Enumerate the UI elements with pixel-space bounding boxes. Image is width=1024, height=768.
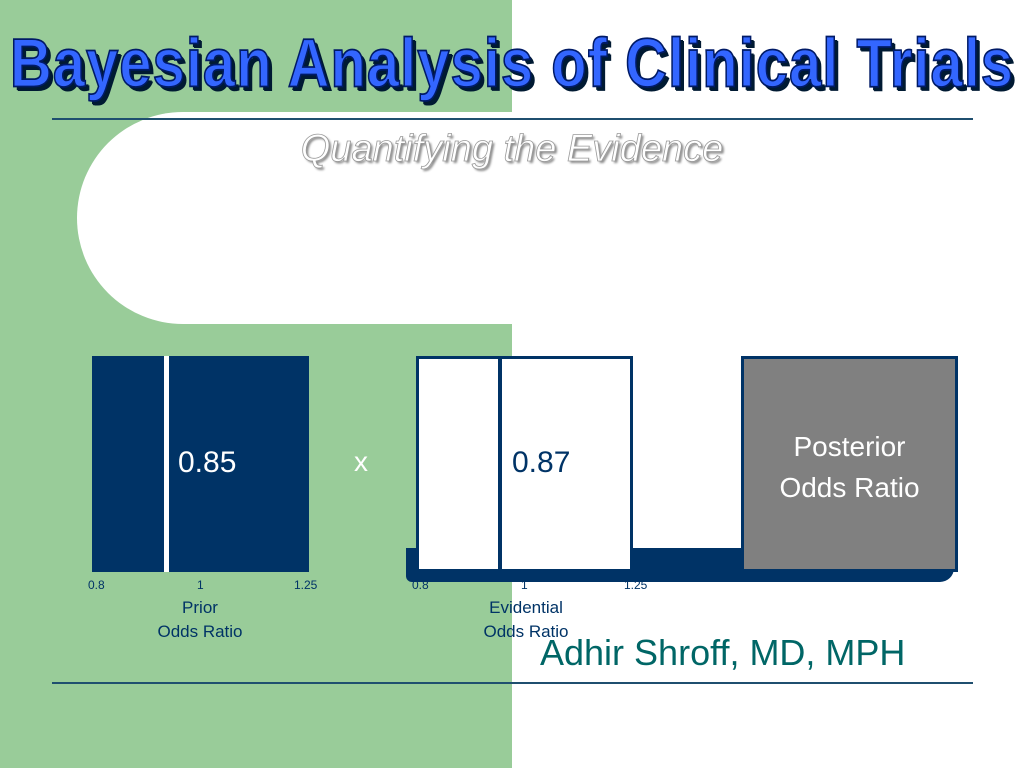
prior-tick-mid: 1 (197, 578, 204, 592)
prior-caption: Prior Odds Ratio (120, 596, 280, 644)
evidential-caption-line1: Evidential (489, 598, 563, 617)
author-name: Adhir Shroff, MD, MPH (540, 632, 906, 673)
slide-subtitle: Quantifying the Evidence (300, 128, 724, 171)
evidential-value-marker (498, 359, 502, 569)
evidential-caption-line2: Odds Ratio (483, 622, 569, 641)
evidential-tick-min: 0.8 (412, 578, 429, 592)
posterior-label-line1: Posterior (793, 431, 906, 462)
evidential-tick-mid: 1 (521, 578, 528, 592)
evidential-tick-max: 1.25 (624, 578, 648, 592)
posterior-odds-box: Posterior Odds Ratio (741, 356, 958, 572)
multiply-operator: x (354, 446, 368, 477)
prior-odds-box (92, 356, 309, 572)
posterior-label-line2: Odds Ratio (779, 471, 920, 503)
prior-tick-max: 1.25 (294, 578, 318, 592)
evidential-odds-box (416, 356, 633, 572)
prior-value-marker (164, 356, 169, 572)
posterior-label: Posterior Odds Ratio (744, 427, 955, 508)
prior-value-label: 0.85 (178, 446, 237, 479)
top-divider (52, 118, 973, 120)
evidential-value-label: 0.87 (512, 446, 571, 479)
background-white-shape (77, 112, 577, 324)
prior-tick-min: 0.8 (88, 578, 105, 592)
bottom-divider (52, 682, 973, 684)
evidential-caption: Evidential Odds Ratio (446, 596, 606, 644)
prior-caption-line2: Odds Ratio (157, 622, 243, 641)
slide-title: Bayesian Analysis of Clinical Trials (9, 24, 1015, 102)
prior-caption-line1: Prior (182, 598, 218, 617)
